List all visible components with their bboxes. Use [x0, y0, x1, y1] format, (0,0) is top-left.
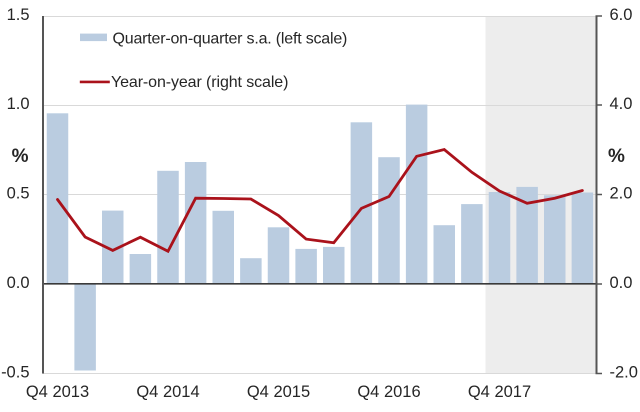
svg-text:6.0: 6.0	[610, 6, 633, 24]
svg-text:4.0: 4.0	[610, 95, 633, 113]
svg-text:Q4 2016: Q4 2016	[357, 383, 420, 401]
svg-text:2.0: 2.0	[610, 185, 633, 203]
svg-text:0.0: 0.0	[610, 274, 633, 292]
svg-text:%: %	[12, 146, 29, 167]
svg-text:%: %	[608, 146, 625, 167]
svg-text:-0.5: -0.5	[1, 364, 29, 382]
svg-text:0.5: 0.5	[7, 185, 30, 203]
svg-text:1.5: 1.5	[7, 6, 30, 24]
svg-text:Year-on-year (right scale): Year-on-year (right scale)	[111, 74, 288, 91]
svg-text:-2.0: -2.0	[610, 364, 638, 382]
svg-text:Q4 2014: Q4 2014	[136, 383, 199, 401]
svg-text:Q4 2013: Q4 2013	[26, 383, 89, 401]
svg-text:Quarter-on-quarter s.a. (left: Quarter-on-quarter s.a. (left scale)	[113, 31, 348, 48]
svg-text:Q4 2017: Q4 2017	[468, 383, 531, 401]
svg-text:1.0: 1.0	[7, 95, 30, 113]
svg-text:0.0: 0.0	[7, 274, 30, 292]
svg-text:Q4 2015: Q4 2015	[247, 383, 310, 401]
